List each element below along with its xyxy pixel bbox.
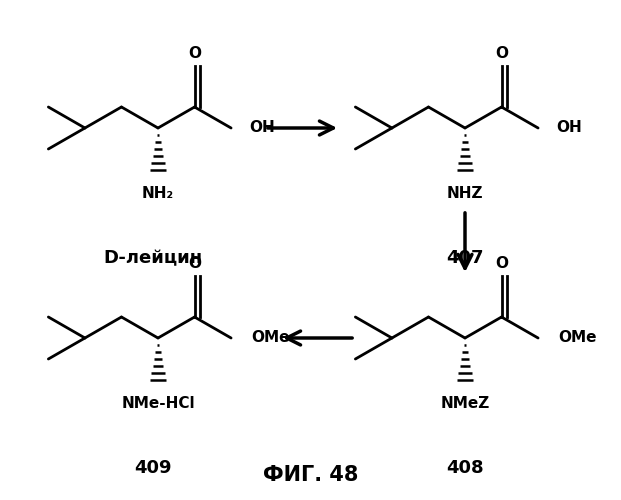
Text: NH₂: NH₂ <box>142 186 174 201</box>
Text: 408: 408 <box>446 459 484 477</box>
Text: OH: OH <box>249 120 275 136</box>
Text: D-лейцин: D-лейцин <box>104 249 202 267</box>
Text: ФИГ. 48: ФИГ. 48 <box>263 465 359 485</box>
Text: O: O <box>188 256 201 271</box>
Text: OMe: OMe <box>558 330 597 345</box>
Text: OMe: OMe <box>251 330 289 345</box>
Text: 407: 407 <box>446 249 484 267</box>
Text: NMe-HCl: NMe-HCl <box>121 396 195 411</box>
Text: NMeZ: NMeZ <box>440 396 489 411</box>
Text: OH: OH <box>556 120 582 136</box>
Text: O: O <box>188 46 201 61</box>
Text: O: O <box>495 46 508 61</box>
Text: O: O <box>495 256 508 271</box>
Text: 409: 409 <box>134 459 172 477</box>
Text: NHZ: NHZ <box>446 186 483 201</box>
